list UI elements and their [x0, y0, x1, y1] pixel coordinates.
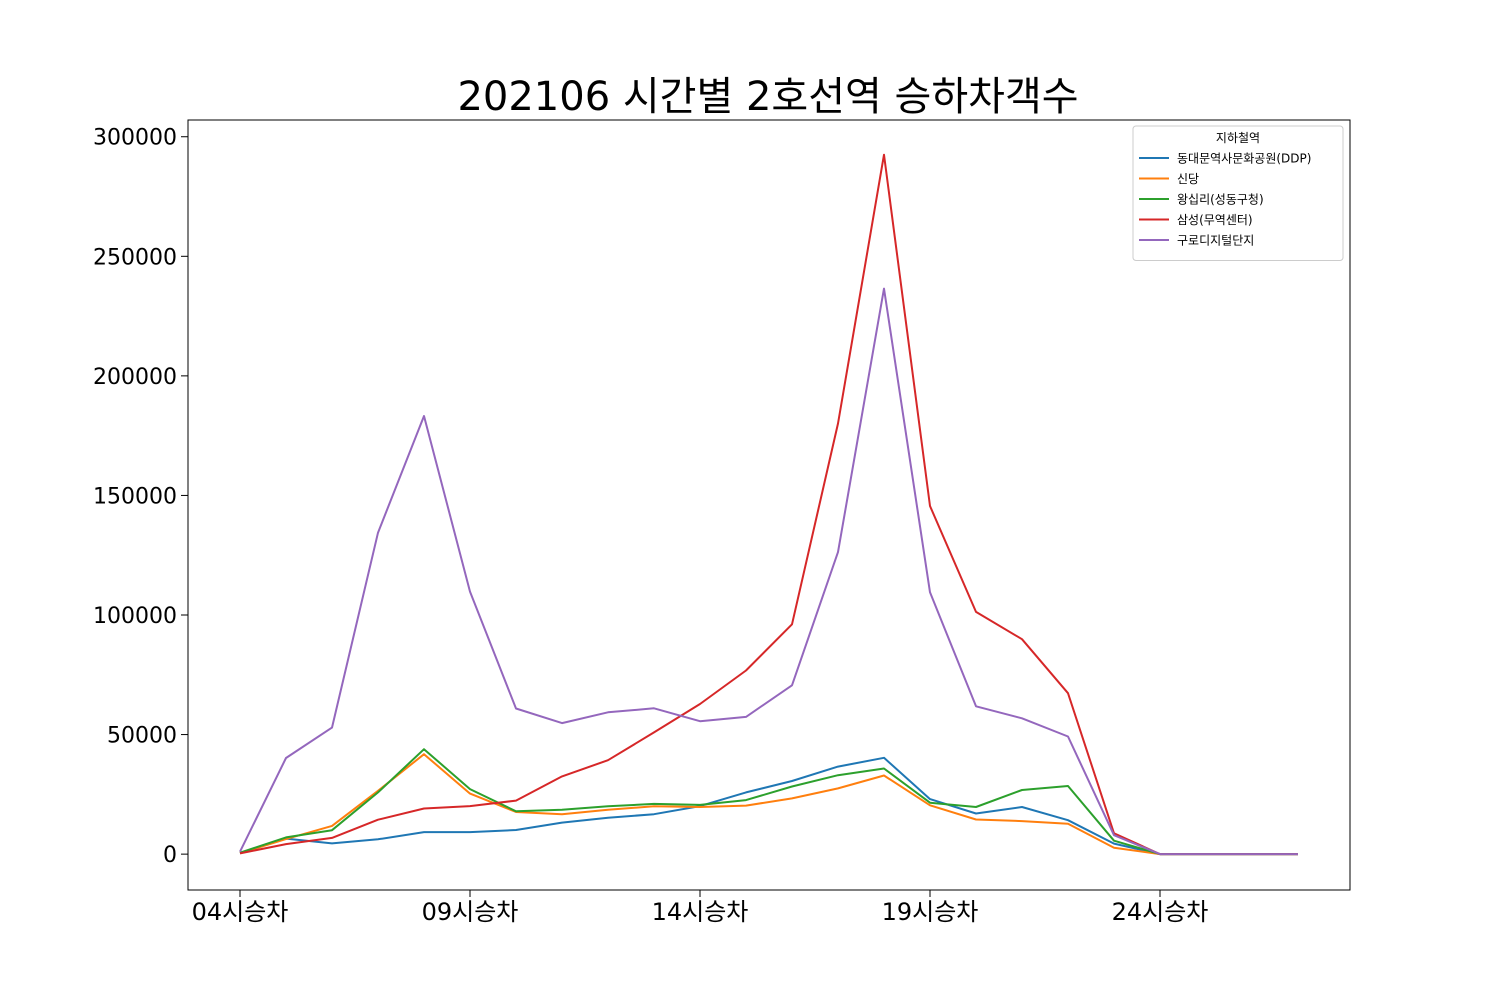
x-tick-label: 04시승차 [192, 898, 289, 926]
y-tick-label: 200000 [93, 365, 177, 390]
series-line-1 [239, 756, 1298, 856]
x-tick-label: 09시승차 [422, 898, 519, 926]
y-tick-label: 0 [163, 843, 177, 868]
legend-label: 동대문역사문화공원(DDP) [1177, 152, 1311, 166]
legend-label: 왕십리(성동구청) [1177, 193, 1264, 207]
legend-label: 신당 [1177, 172, 1199, 186]
series-line-2 [239, 753, 1298, 856]
series-line-4 [239, 153, 1298, 856]
y-tick-label: 250000 [93, 245, 177, 270]
legend-box [1132, 125, 1344, 261]
legend-title: 지하철역 [1216, 131, 1260, 145]
plot-frame [187, 119, 1351, 891]
y-tick-label: 50000 [107, 724, 177, 749]
x-tick-label: 14시승차 [652, 898, 749, 926]
series-line-3 [239, 748, 1298, 856]
y-tick-label: 100000 [93, 604, 177, 629]
plot-area: 0 50000 100000 150000 200000 250000 300000 04시승… [93, 119, 1351, 926]
y-tick-label: 300000 [93, 126, 177, 151]
legend-label: 구로디지털단지 [1177, 234, 1254, 248]
x-tick-label: 19시승차 [882, 898, 979, 926]
series-line-5 [239, 287, 1298, 856]
x-tick-label: 24시승차 [1112, 898, 1209, 926]
chart-title: 202106 시간별 2호선역 승하차객수 [457, 74, 1078, 120]
legend-label: 삼성(무역센터) [1177, 213, 1253, 227]
y-tick-label: 150000 [93, 484, 177, 509]
